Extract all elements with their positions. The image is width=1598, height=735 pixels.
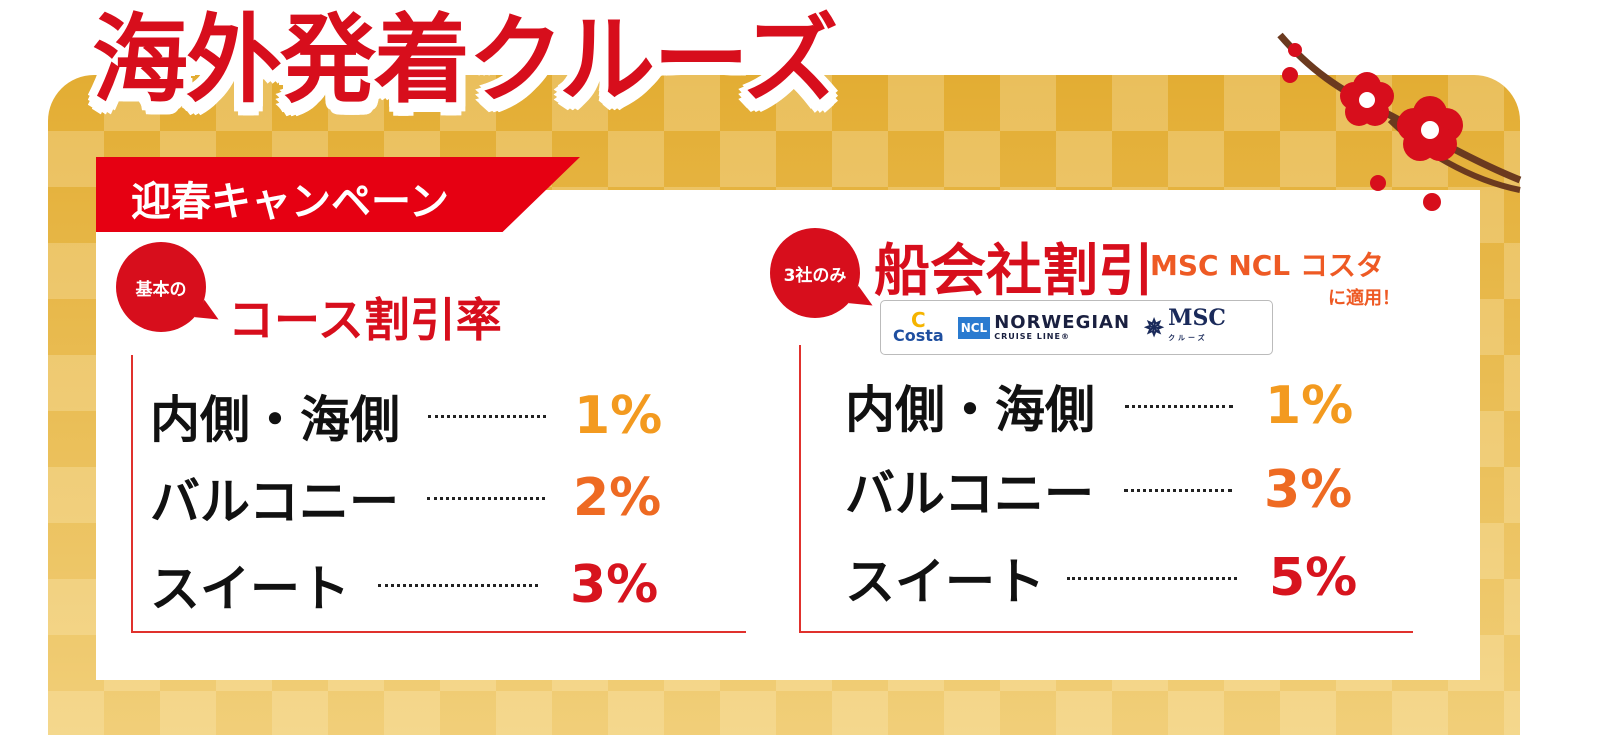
left-divider-vertical [131,355,133,633]
course-discount-heading: コース割引率 [228,293,502,347]
right-row-inside-ocean: 内側・海側 1% [845,371,1353,441]
row-label: スイート [150,560,350,618]
msc-logo: ✵ MSC クルーズ [1144,304,1226,342]
campaign-banner: 迎春キャンペーン [96,157,580,232]
dotted-leader [1067,576,1237,580]
left-row-suite: スイート 3% [150,550,658,620]
basic-bubble-label: 基本の [135,279,187,300]
left-row-balcony: バルコニー 2% [150,463,661,533]
plum-blossom-branch-icon [1277,32,1522,211]
row-label: バルコニー [150,473,399,531]
row-label: スイート [845,553,1045,611]
cruise-line-discount-heading: 船会社割引 [874,239,1154,304]
row-label: バルコニー [845,465,1094,523]
cruise-line-logos: C Costa NCL NORWEGIAN CRUISE LINE® ✵ MSC クルーズ [880,300,1273,355]
right-divider-vertical [799,345,801,633]
applies-to-lines: MSC NCL コスタ [1150,249,1384,282]
left-divider-horizontal [131,631,746,633]
dotted-leader [1124,488,1232,492]
right-divider-horizontal [799,631,1413,633]
right-row-suite: スイート 5% [845,543,1357,613]
row-value: 1% [1265,376,1354,436]
dotted-leader [1125,404,1233,408]
dotted-leader [428,414,546,418]
three-lines-bubble-label: 3社のみ [783,265,847,286]
row-label: 内側・海側 [845,381,1095,439]
row-value: 3% [1264,460,1353,520]
page-title: 海外発着クルーズ [92,4,838,116]
row-value: 1% [574,386,663,446]
basic-bubble: 基本の [116,242,206,332]
three-lines-only-bubble: 3社のみ [770,228,860,318]
applies-suffix: に適用！ [1328,288,1400,309]
dotted-leader [378,583,538,587]
right-row-balcony: バルコニー 3% [845,455,1352,525]
campaign-banner-label: 迎春キャンペーン [131,179,449,225]
row-value: 3% [570,555,659,615]
row-value: 2% [573,468,662,528]
left-row-inside-ocean: 内側・海側 1% [150,381,662,451]
row-value: 5% [1269,548,1358,608]
dotted-leader [427,496,545,500]
ncl-logo: NCL NORWEGIAN CRUISE LINE® [957,313,1130,342]
costa-logo: C Costa [893,307,944,345]
row-label: 内側・海側 [150,391,400,449]
